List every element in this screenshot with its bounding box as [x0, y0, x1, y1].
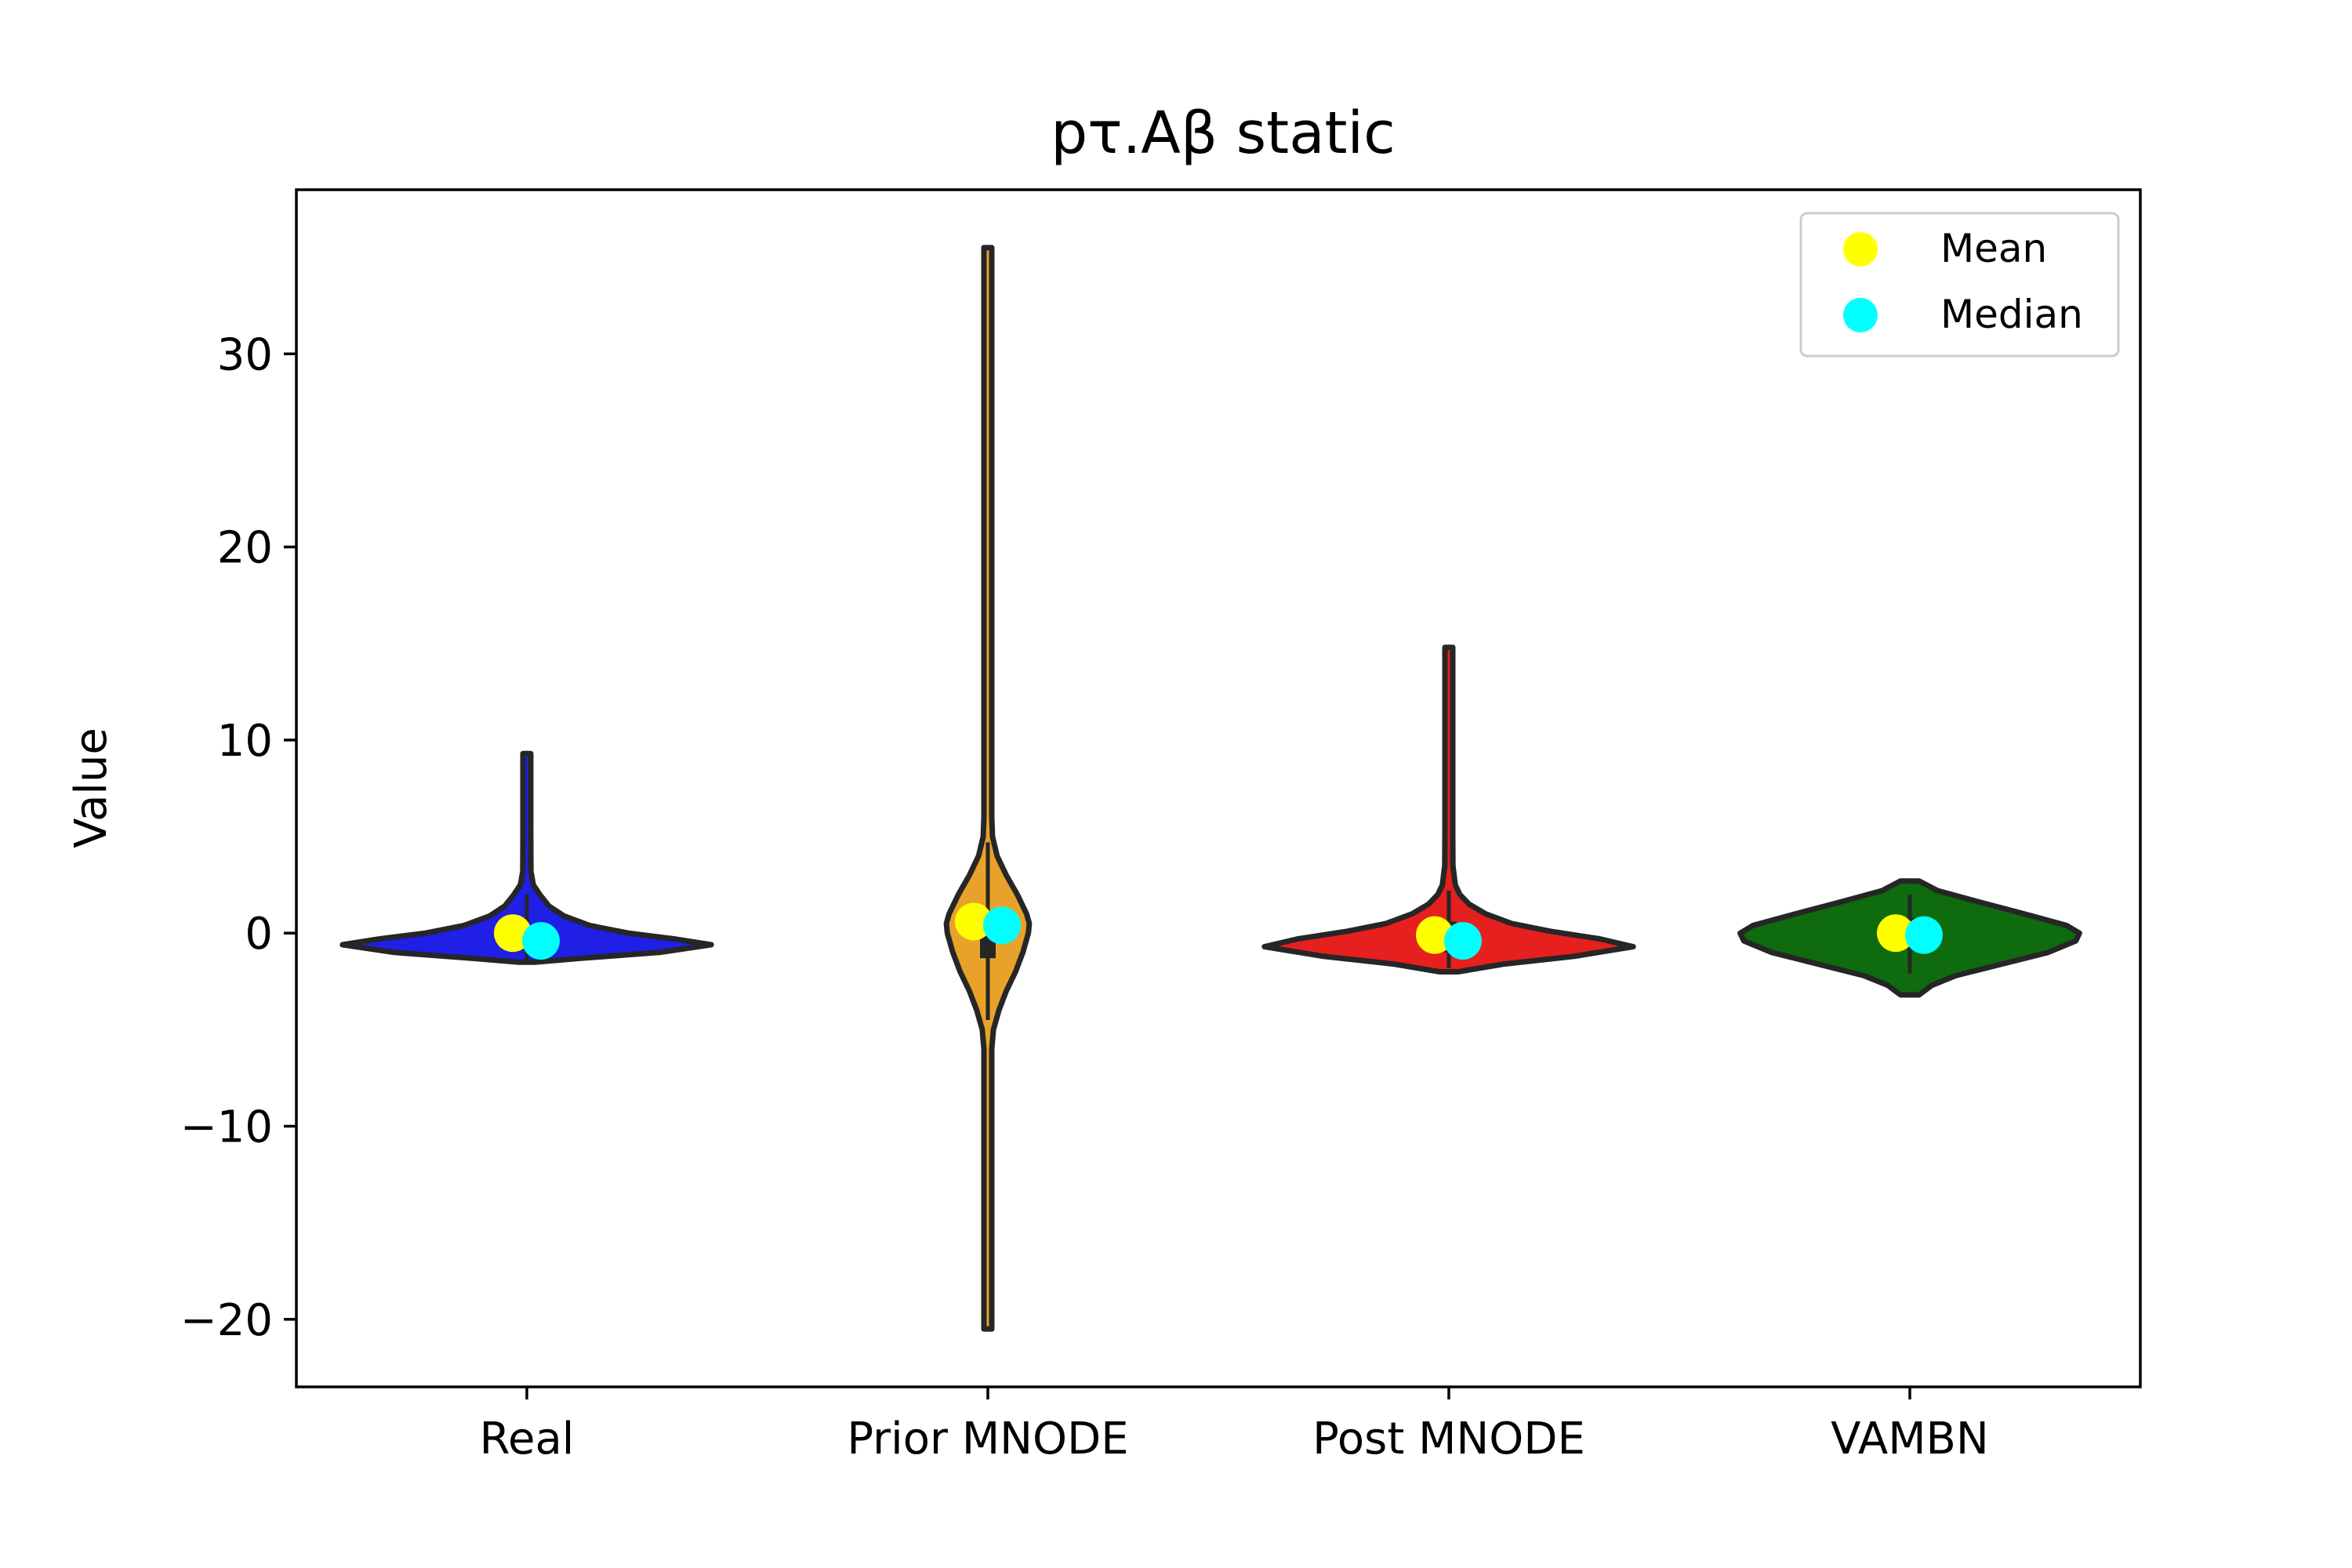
median-marker	[983, 906, 1021, 945]
x-tick-label: Real	[480, 1414, 575, 1465]
median-marker	[1905, 916, 1943, 954]
mean-marker	[1877, 914, 1915, 953]
legend-mean-label: Mean	[1940, 226, 2047, 271]
plot-frame	[295, 188, 2142, 1388]
x-axis: Real Prior MNODE Post MNODE VAMBN	[480, 1387, 1989, 1465]
y-axis-label: Value	[66, 728, 117, 848]
legend-mean-marker	[1843, 232, 1878, 267]
mean-marker	[494, 914, 532, 953]
violin-body	[943, 245, 1033, 1332]
legend-median-marker	[1843, 298, 1878, 332]
markers-layer	[494, 902, 1943, 960]
legend-median-label: Median	[1940, 292, 2083, 337]
legend: Mean Median	[1799, 212, 2120, 358]
median-marker	[1444, 922, 1482, 960]
violin-body	[1261, 644, 1636, 975]
median-marker	[522, 922, 560, 960]
legend-box	[1799, 212, 2120, 358]
y-axis: −20 −10 0 10 20 30	[180, 329, 296, 1346]
x-tick-label: VAMBN	[1831, 1414, 1989, 1465]
y-tick-label: 20	[217, 523, 273, 574]
violin-body	[339, 750, 714, 965]
mean-marker	[1416, 916, 1454, 954]
violins-layer	[339, 245, 2082, 1332]
y-tick-label: 30	[217, 329, 273, 380]
x-tick-label: Prior MNODE	[847, 1414, 1128, 1465]
chart-title: pτ.Aβ static	[1051, 100, 1396, 167]
mean-marker	[955, 902, 993, 941]
x-tick-label: Post MNODE	[1312, 1414, 1585, 1465]
y-tick-label: 0	[245, 909, 273, 960]
y-tick-label: 10	[217, 716, 273, 767]
y-tick-label: −20	[180, 1295, 273, 1346]
y-tick-label: −10	[180, 1102, 273, 1153]
